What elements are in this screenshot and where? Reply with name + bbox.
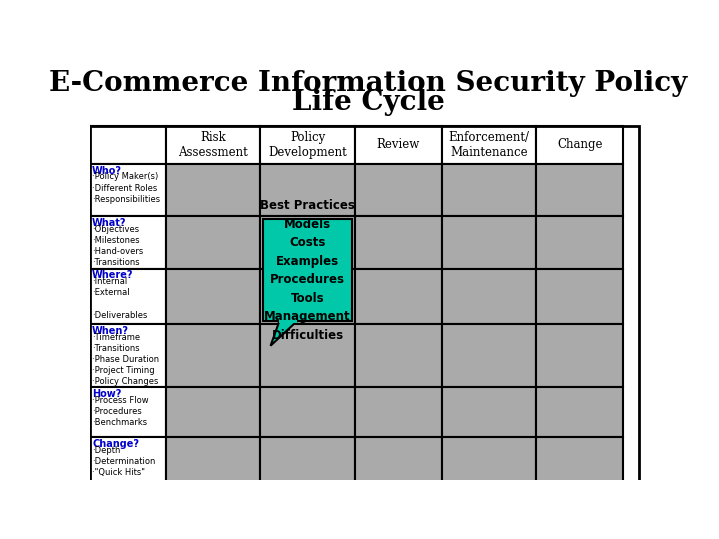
Bar xyxy=(355,269,441,324)
Text: Policy
Development: Policy Development xyxy=(268,131,347,159)
Polygon shape xyxy=(270,321,297,345)
Bar xyxy=(536,126,623,164)
Bar xyxy=(90,164,166,216)
Bar xyxy=(536,269,623,324)
Bar xyxy=(441,437,536,494)
Text: When?: When? xyxy=(92,326,129,336)
Bar xyxy=(90,269,166,324)
Bar xyxy=(441,216,536,269)
Bar xyxy=(441,324,536,388)
Bar xyxy=(260,126,355,164)
Bar xyxy=(90,216,166,269)
Text: Life Cycle: Life Cycle xyxy=(292,88,444,115)
Bar xyxy=(280,320,297,323)
Bar xyxy=(260,269,355,324)
Bar xyxy=(263,219,352,321)
Bar xyxy=(441,164,536,216)
Bar xyxy=(166,324,260,388)
Text: ·Depth
·Determination
·"Quick Hits": ·Depth ·Determination ·"Quick Hits" xyxy=(92,446,155,477)
Bar xyxy=(355,324,441,388)
Bar xyxy=(536,164,623,216)
Text: ·Internal
·External

·Deliverables: ·Internal ·External ·Deliverables xyxy=(92,277,147,320)
Bar xyxy=(536,388,623,437)
Text: Enforcement/
Maintenance: Enforcement/ Maintenance xyxy=(449,131,529,159)
Text: Where?: Where? xyxy=(92,270,134,280)
Bar xyxy=(260,324,355,388)
Bar xyxy=(166,269,260,324)
Text: ·Policy Maker(s)
·Different Roles
·Responsibilities: ·Policy Maker(s) ·Different Roles ·Respo… xyxy=(92,172,160,204)
Text: Change: Change xyxy=(557,139,603,151)
Text: Review: Review xyxy=(377,139,420,151)
Bar xyxy=(536,216,623,269)
Bar xyxy=(90,437,166,494)
Bar xyxy=(166,164,260,216)
Text: ·Process Flow
·Procedures
·Benchmarks: ·Process Flow ·Procedures ·Benchmarks xyxy=(92,396,149,427)
Bar xyxy=(355,388,441,437)
Bar xyxy=(441,388,536,437)
Bar xyxy=(90,324,166,388)
Text: Risk
Assessment: Risk Assessment xyxy=(178,131,248,159)
Bar xyxy=(441,269,536,324)
Bar xyxy=(441,126,536,164)
Bar xyxy=(166,437,260,494)
Bar xyxy=(260,164,355,216)
Bar xyxy=(260,437,355,494)
Text: Best Practices
Models
Costs
Examples
Procedures
Tools
Management
Difficulties: Best Practices Models Costs Examples Pro… xyxy=(260,199,355,342)
Bar xyxy=(166,126,260,164)
Text: ·Objectives
·Milestones
·Hand-overs
·Transitions: ·Objectives ·Milestones ·Hand-overs ·Tra… xyxy=(92,225,144,267)
Text: How?: How? xyxy=(92,389,122,399)
Bar xyxy=(90,388,166,437)
Bar xyxy=(90,126,638,494)
Text: What?: What? xyxy=(92,218,127,228)
Bar xyxy=(536,437,623,494)
Bar xyxy=(166,388,260,437)
Bar xyxy=(355,164,441,216)
Text: Change?: Change? xyxy=(92,439,139,449)
Text: Who?: Who? xyxy=(92,165,122,176)
Bar xyxy=(260,388,355,437)
Bar xyxy=(260,216,355,269)
Bar xyxy=(536,324,623,388)
Bar xyxy=(355,216,441,269)
Bar xyxy=(90,126,166,164)
Bar xyxy=(355,437,441,494)
Bar xyxy=(355,126,441,164)
Bar xyxy=(166,216,260,269)
Text: ·Timeframe
·Transitions
·Phase Duration
·Project Timing
·Policy Changes: ·Timeframe ·Transitions ·Phase Duration … xyxy=(92,333,160,386)
Text: E-Commerce Information Security Policy: E-Commerce Information Security Policy xyxy=(49,70,687,97)
